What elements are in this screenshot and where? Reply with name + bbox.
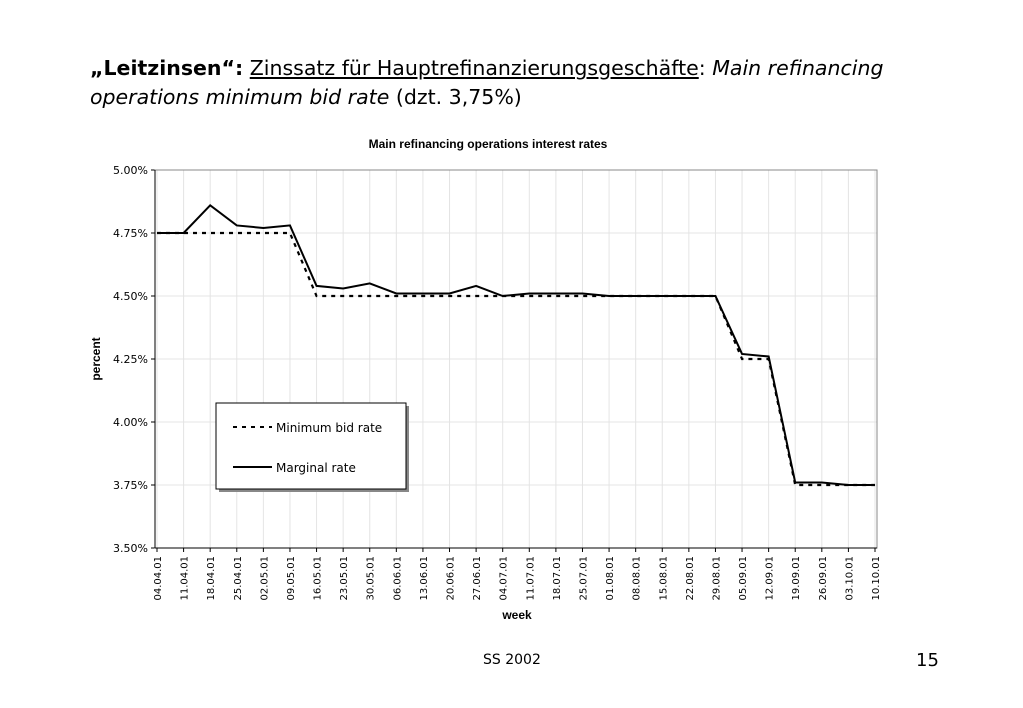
x-tick-label: 11.07.01 bbox=[525, 556, 536, 601]
x-tick-label: 05.09.01 bbox=[738, 556, 749, 601]
x-tick-label: 19.09.01 bbox=[791, 556, 802, 601]
y-tick-label: 5.00% bbox=[113, 164, 148, 177]
x-tick-label: 09.05.01 bbox=[286, 556, 297, 601]
x-tick-label: 10.10.01 bbox=[871, 556, 882, 601]
x-tick-label: 13.06.01 bbox=[419, 556, 430, 601]
page-number: 15 bbox=[916, 650, 939, 671]
x-tick-label: 20.06.01 bbox=[446, 556, 457, 601]
title-colon: : bbox=[698, 56, 706, 80]
series-line-minimum-bid-rate bbox=[157, 231, 875, 487]
chart-title: Main refinancing operations interest rat… bbox=[369, 137, 608, 151]
x-tick-label: 12.09.01 bbox=[765, 556, 776, 601]
x-tick-label: 16.05.01 bbox=[313, 556, 324, 601]
x-tick-label: 18.04.01 bbox=[206, 556, 217, 601]
x-tick-label: 15.08.01 bbox=[658, 556, 669, 601]
title-bold: „Leitzinsen“: bbox=[90, 56, 244, 80]
title-underlined: Zinssatz für Hauptrefinanzierungsgeschäf… bbox=[249, 56, 699, 80]
footer-text: SS 2002 bbox=[483, 652, 541, 668]
x-tick-label: 30.05.01 bbox=[366, 556, 377, 601]
y-tick-label: 3.50% bbox=[113, 542, 148, 555]
y-tick-label: 4.75% bbox=[113, 227, 148, 240]
title-tail: (dzt. 3,75%) bbox=[395, 85, 522, 109]
x-tick-label: 06.06.01 bbox=[392, 556, 403, 601]
x-tick-label: 01.08.01 bbox=[605, 556, 616, 601]
y-tick-label: 3.75% bbox=[113, 479, 148, 492]
y-tick-label: 4.00% bbox=[113, 416, 148, 429]
x-tick-label: 25.04.01 bbox=[233, 556, 244, 601]
x-tick-label: 04.07.01 bbox=[499, 556, 510, 601]
x-tick-label: 29.08.01 bbox=[711, 556, 722, 601]
x-tick-label: 18.07.01 bbox=[552, 556, 563, 601]
x-tick-label: 03.10.01 bbox=[844, 556, 855, 601]
slide-title: „Leitzinsen“: Zinssatz für Hauptrefinanz… bbox=[90, 54, 950, 112]
y-tick-label: 4.25% bbox=[113, 353, 148, 366]
y-tick-label: 4.50% bbox=[113, 290, 148, 303]
x-tick-label: 27.06.01 bbox=[472, 556, 483, 601]
x-tick-label: 04.04.01 bbox=[153, 556, 164, 601]
x-tick-label: 26.09.01 bbox=[818, 556, 829, 601]
x-tick-label: 11.04.01 bbox=[180, 556, 191, 601]
legend-label: Minimum bid rate bbox=[276, 421, 382, 435]
series-line-marginal-rate bbox=[157, 203, 875, 486]
x-tick-label: 25.07.01 bbox=[578, 556, 589, 601]
x-tick-label: 08.08.01 bbox=[632, 556, 643, 601]
legend-box bbox=[215, 402, 407, 490]
x-tick-label: 02.05.01 bbox=[259, 556, 270, 601]
x-tick-label: 23.05.01 bbox=[339, 556, 350, 601]
x-axis-label: week bbox=[501, 608, 532, 622]
x-tick-label: 22.08.01 bbox=[685, 556, 696, 601]
y-axis-label: percent bbox=[89, 337, 103, 380]
legend-label: Marginal rate bbox=[276, 461, 356, 475]
title-italic: Main refinancing operations minimum bid … bbox=[90, 56, 884, 109]
